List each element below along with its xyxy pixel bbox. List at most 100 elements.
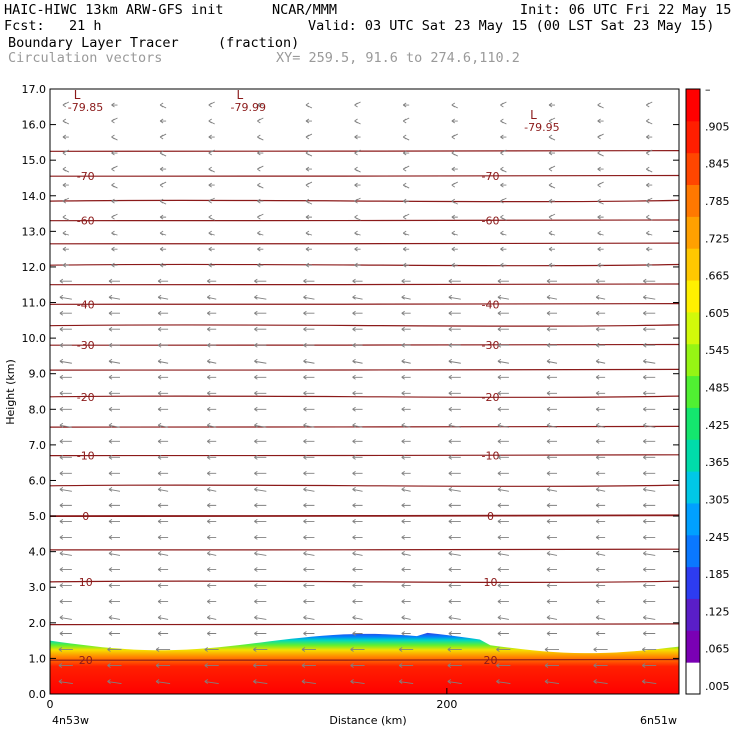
wind-vector bbox=[208, 118, 215, 125]
wind-vector bbox=[354, 149, 361, 156]
wind-vector bbox=[548, 246, 556, 252]
wind-vector bbox=[546, 615, 558, 620]
wind-vector bbox=[447, 679, 462, 684]
wind-vector bbox=[402, 262, 410, 268]
contour-line bbox=[49, 324, 680, 327]
wind-vector bbox=[642, 486, 656, 492]
wind-vector bbox=[303, 599, 315, 604]
wind-vector bbox=[59, 503, 72, 508]
wind-vector bbox=[447, 663, 462, 668]
wind-vector bbox=[257, 117, 264, 124]
wind-vector bbox=[354, 197, 361, 204]
wind-vector bbox=[548, 182, 556, 189]
wind-vector bbox=[305, 230, 313, 236]
colorbar-label: .545 bbox=[705, 344, 730, 357]
wind-vector bbox=[352, 374, 363, 380]
wind-vector bbox=[208, 149, 215, 156]
wind-vector bbox=[642, 310, 656, 316]
wind-vector bbox=[597, 230, 604, 236]
wind-vector bbox=[108, 470, 120, 476]
wind-vector bbox=[303, 294, 315, 300]
wind-vector bbox=[303, 374, 315, 380]
wind-vector bbox=[451, 198, 458, 205]
tracer-fill bbox=[50, 632, 679, 694]
wind-vector bbox=[108, 342, 120, 348]
wind-vector bbox=[206, 551, 217, 556]
wind-vector bbox=[401, 535, 411, 540]
wind-vector bbox=[157, 503, 169, 508]
contour-label: -30 bbox=[77, 339, 95, 352]
contour-label: -70 bbox=[482, 170, 500, 183]
contour-line bbox=[49, 283, 680, 286]
wind-vector bbox=[597, 198, 604, 205]
wind-vector bbox=[254, 390, 267, 396]
wind-vector bbox=[500, 197, 507, 204]
wind-vector bbox=[303, 470, 315, 476]
colorbar-swatch bbox=[686, 598, 700, 631]
wind-vector bbox=[303, 535, 315, 540]
wind-vector bbox=[206, 406, 217, 412]
y-tick-label: 13.0 bbox=[22, 225, 47, 238]
wind-vector bbox=[546, 535, 558, 540]
wind-vector bbox=[303, 486, 315, 492]
wind-vector bbox=[401, 583, 411, 588]
wind-vector bbox=[595, 422, 606, 428]
axes: 0.0 1.0 2.0 3.0 4.0 5.0 6.0 7.0 8.0 9.0 10.0 11.0 12… bbox=[22, 83, 679, 711]
wind-vector bbox=[59, 438, 72, 444]
wind-vector bbox=[451, 150, 458, 157]
wind-vector bbox=[206, 422, 217, 428]
wind-vector bbox=[546, 326, 558, 332]
wind-vector bbox=[254, 342, 267, 348]
colorbar-label: – bbox=[705, 83, 711, 96]
colorbar-frame bbox=[685, 88, 701, 695]
wind-vector bbox=[448, 358, 461, 364]
wind-vector bbox=[546, 294, 558, 300]
wind-vector bbox=[642, 422, 656, 428]
wind-vector bbox=[159, 102, 167, 109]
y-tick-label: 11.0 bbox=[22, 297, 47, 310]
wind-vector bbox=[401, 615, 411, 620]
xy-coords: XY= 259.5, 91.6 to 274.6,110.2 bbox=[276, 50, 520, 66]
wind-vector bbox=[352, 470, 363, 476]
wind-vector bbox=[496, 679, 511, 684]
wind-vector bbox=[402, 134, 410, 141]
wind-vector bbox=[448, 615, 461, 620]
contour-line bbox=[49, 484, 680, 487]
wind-vector bbox=[303, 567, 315, 572]
wind-vector bbox=[448, 406, 461, 412]
wind-vector bbox=[546, 567, 558, 572]
colorbar-label: .245 bbox=[705, 531, 730, 544]
colorbar-swatch bbox=[686, 184, 700, 217]
wind-vector bbox=[402, 213, 410, 220]
wind-vector bbox=[597, 262, 604, 268]
colorbar-swatch bbox=[686, 120, 700, 154]
contour-label: -20 bbox=[482, 391, 500, 404]
wind-vector bbox=[206, 503, 217, 508]
wind-vector bbox=[500, 118, 507, 125]
wind-vector bbox=[593, 663, 608, 668]
x-left-location: 4n53w bbox=[52, 714, 89, 727]
wind-vector bbox=[548, 262, 556, 268]
wind-vector bbox=[354, 230, 361, 236]
minimum-marker: L bbox=[237, 88, 244, 102]
wind-vector bbox=[448, 470, 461, 476]
wind-vector bbox=[352, 406, 363, 412]
wind-vector bbox=[59, 535, 72, 540]
wind-vector bbox=[402, 182, 410, 189]
wind-vector bbox=[157, 310, 169, 316]
wind-vector bbox=[350, 663, 365, 668]
colorbar-label: .785 bbox=[705, 195, 730, 208]
wind-vector bbox=[401, 438, 411, 444]
wind-vector bbox=[159, 230, 167, 236]
colorbar-label: .365 bbox=[705, 456, 730, 469]
wind-vector bbox=[303, 583, 315, 588]
wind-vector bbox=[108, 422, 121, 428]
wind-vector bbox=[157, 583, 169, 588]
wind-vector bbox=[257, 198, 264, 204]
colorbar-label: .485 bbox=[705, 382, 730, 395]
wind-vector bbox=[303, 342, 315, 348]
colorbar-swatch bbox=[686, 439, 700, 472]
wind-vector bbox=[254, 438, 267, 444]
y-tick-label: 15.0 bbox=[22, 154, 47, 167]
